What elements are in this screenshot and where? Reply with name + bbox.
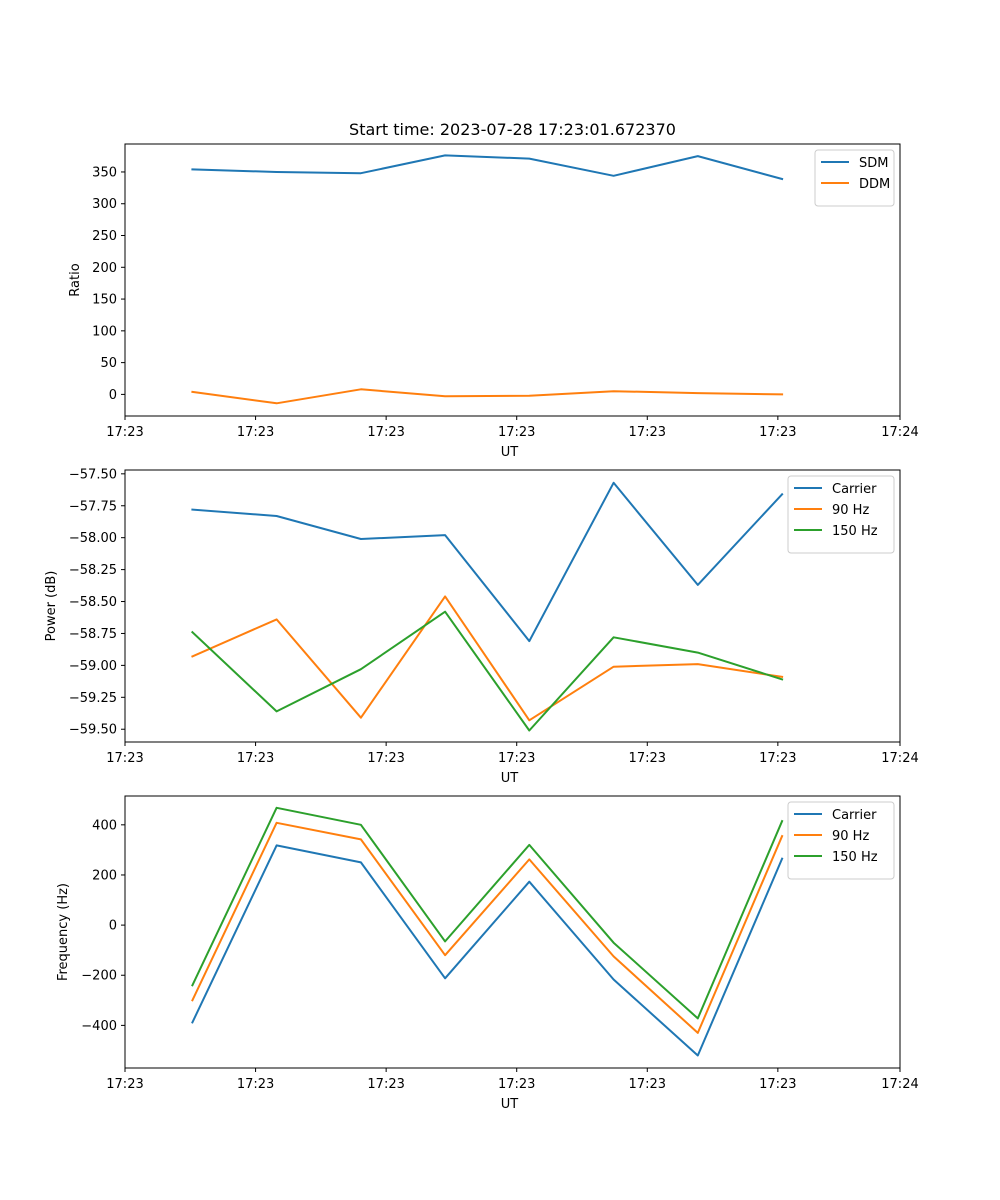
y-axis-label: Frequency (Hz) xyxy=(56,883,71,981)
x-tick-label: 17:23 xyxy=(367,425,404,440)
legend-label: DDM xyxy=(859,177,890,192)
x-tick-label: 17:24 xyxy=(881,751,918,766)
series-line-150-hz xyxy=(190,610,784,732)
y-tick-label: −58.00 xyxy=(69,531,117,546)
series-line-90-hz xyxy=(191,595,784,722)
axes-frame xyxy=(124,143,901,417)
y-tick-label: 0 xyxy=(109,388,117,403)
series-line-150-hz xyxy=(191,806,784,1020)
chart-title: Start time: 2023-07-28 17:23:01.672370 xyxy=(349,120,676,139)
y-tick-label: 200 xyxy=(92,868,117,883)
x-tick-label: 17:23 xyxy=(759,751,796,766)
x-tick-label: 17:23 xyxy=(367,751,404,766)
y-tick-label: −59.25 xyxy=(69,691,117,706)
legend: Carrier 90 Hz 150 Hz xyxy=(787,801,895,880)
x-axis-label: UT xyxy=(501,445,519,460)
legend-label: 150 Hz xyxy=(832,524,878,539)
y-axis-label: Power (dB) xyxy=(44,571,59,642)
y-tick-label: 250 xyxy=(92,229,117,244)
chart-panel-1: Start time: 2023-07-28 17:23:01.672370 17… xyxy=(68,120,919,460)
x-tick-label: 17:23 xyxy=(237,751,274,766)
y-tick-label: 100 xyxy=(92,324,117,339)
legend-box xyxy=(787,475,895,554)
x-tick-label: 17:23 xyxy=(629,751,666,766)
legend-label: Carrier xyxy=(832,482,877,497)
x-tick-label: 17:23 xyxy=(498,751,535,766)
x-tick-label: 17:23 xyxy=(367,1077,404,1092)
series-line-ddm xyxy=(191,388,784,405)
axes-frame xyxy=(124,795,901,1069)
y-tick-label: −59.00 xyxy=(69,659,117,674)
legend: Carrier 90 Hz 150 Hz xyxy=(787,475,895,554)
series-line-carrier xyxy=(191,844,784,1057)
x-tick-label: 17:23 xyxy=(106,1077,143,1092)
y-tick-label: −200 xyxy=(81,969,117,984)
x-tick-label: 17:23 xyxy=(498,1077,535,1092)
y-axis-label: Ratio xyxy=(68,263,83,296)
x-axis-label: UT xyxy=(501,1097,519,1112)
y-tick-label: −57.50 xyxy=(69,467,117,482)
y-tick-label: 300 xyxy=(92,197,117,212)
y-tick-label: 350 xyxy=(92,165,117,180)
x-axis-label: UT xyxy=(501,771,519,786)
y-tick-label: 0 xyxy=(109,919,117,934)
chart-panel-2: 17:23 17:23 17:23 17:23 17:23 17:23 17:24 −59.5… xyxy=(44,467,919,786)
legend-box xyxy=(787,801,895,880)
x-tick-label: 17:23 xyxy=(759,425,796,440)
legend-label: 90 Hz xyxy=(832,829,869,844)
y-tick-label: −59.50 xyxy=(69,723,117,738)
y-tick-label: 400 xyxy=(92,818,117,833)
series-line-carrier xyxy=(191,481,784,643)
legend-label: Carrier xyxy=(832,808,877,823)
x-tick-label: 17:24 xyxy=(881,425,918,440)
series-line-sdm xyxy=(191,154,784,181)
legend-label: SDM xyxy=(859,156,888,171)
legend-box xyxy=(814,149,895,207)
chart-panel-3: 17:23 17:23 17:23 17:23 17:23 17:23 17:24 −400 −… xyxy=(56,795,919,1112)
y-tick-label: 200 xyxy=(92,261,117,276)
y-tick-label: −58.50 xyxy=(69,595,117,610)
x-tick-label: 17:23 xyxy=(237,1077,274,1092)
x-tick-label: 17:24 xyxy=(881,1077,918,1092)
y-tick-label: −57.75 xyxy=(69,499,117,514)
x-tick-label: 17:23 xyxy=(237,425,274,440)
y-tick-label: 150 xyxy=(92,293,117,308)
x-tick-label: 17:23 xyxy=(759,1077,796,1092)
x-tick-label: 17:23 xyxy=(629,1077,666,1092)
legend: SDM DDM xyxy=(814,149,895,207)
x-tick-label: 17:23 xyxy=(106,425,143,440)
x-tick-label: 17:23 xyxy=(629,425,666,440)
y-tick-label: −58.25 xyxy=(69,563,117,578)
y-tick-label: −400 xyxy=(81,1019,117,1034)
x-tick-label: 17:23 xyxy=(106,751,143,766)
legend-label: 90 Hz xyxy=(832,503,869,518)
legend-label: 150 Hz xyxy=(832,850,878,865)
series-line-90-hz xyxy=(191,821,784,1034)
x-tick-label: 17:23 xyxy=(498,425,535,440)
axes-frame xyxy=(124,469,901,743)
y-tick-label: −58.75 xyxy=(69,627,117,642)
y-tick-label: 50 xyxy=(100,356,117,371)
